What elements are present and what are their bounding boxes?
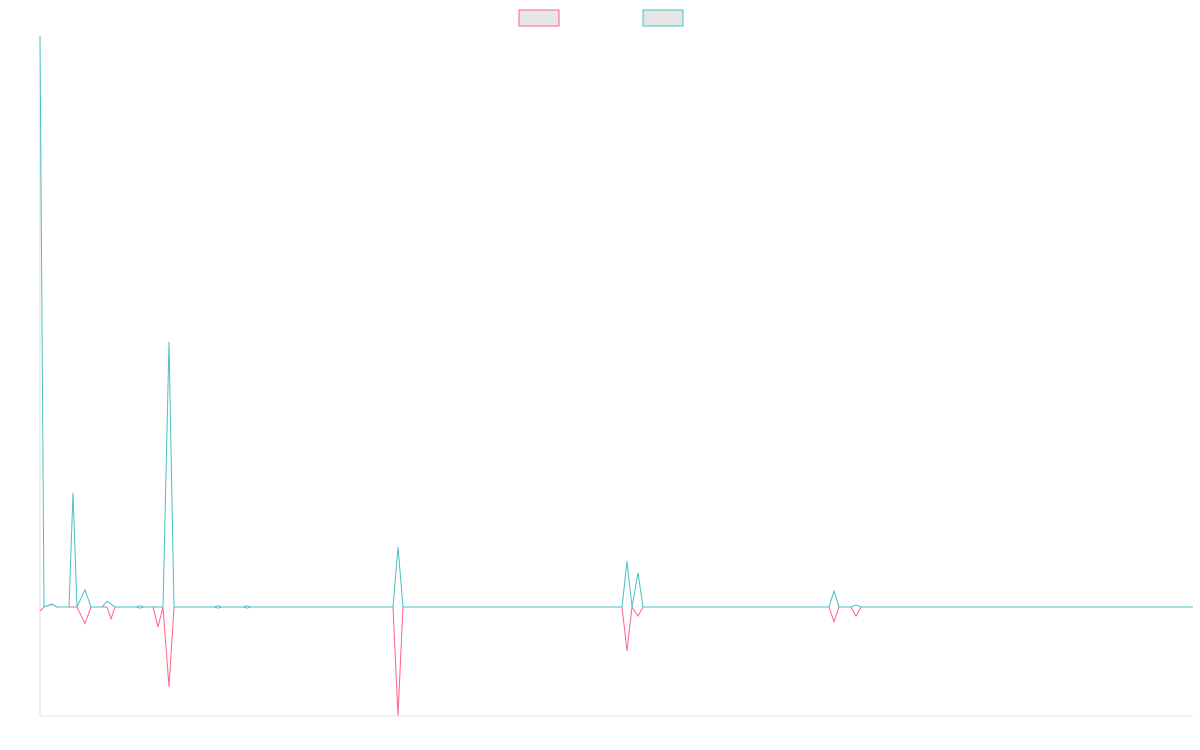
series-line [39,35,1193,608]
legend-swatch[interactable] [518,9,560,27]
legend-swatch[interactable] [642,9,684,27]
series-line [39,603,1193,716]
